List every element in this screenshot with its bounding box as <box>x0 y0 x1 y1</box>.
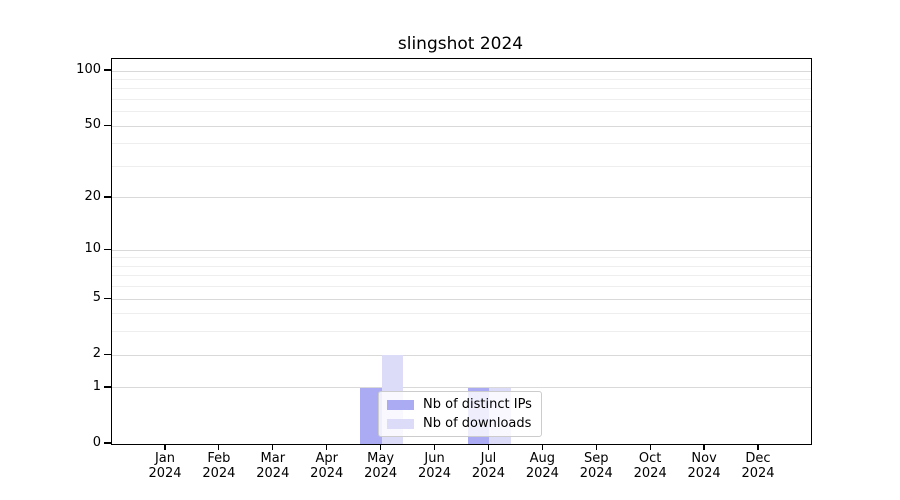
x-tick-year: 2024 <box>256 466 290 481</box>
x-tick <box>703 444 705 450</box>
x-tick-year: 2024 <box>579 466 613 481</box>
x-tick-year: 2024 <box>364 466 398 481</box>
y-tick <box>104 196 111 198</box>
x-tick-month: Sep <box>584 451 609 466</box>
y-tick-label: 2 <box>92 346 101 362</box>
minor-gridline <box>112 286 811 288</box>
x-tick-month: Feb <box>207 451 231 466</box>
x-tick-label: May 2024 <box>353 451 409 481</box>
x-tick <box>649 444 651 450</box>
chart-title: slingshot 2024 <box>397 34 524 54</box>
x-tick-label: Jul 2024 <box>460 451 516 481</box>
x-tick-year: 2024 <box>471 466 505 481</box>
minor-gridline <box>112 257 811 259</box>
x-tick <box>595 444 597 450</box>
x-tick <box>757 444 759 450</box>
major-gridline <box>112 354 811 356</box>
x-tick-label: Feb 2024 <box>191 451 247 481</box>
minor-gridline <box>112 313 811 315</box>
x-tick <box>164 444 166 450</box>
x-tick-month: Apr <box>315 451 338 466</box>
y-tick <box>104 124 111 126</box>
minor-gridline <box>112 111 811 113</box>
minor-gridline <box>112 143 811 145</box>
minor-gridline <box>112 165 811 167</box>
y-tick <box>104 297 111 299</box>
x-tick-month: May <box>367 451 395 466</box>
x-tick-year: 2024 <box>417 466 452 481</box>
y-tick-label: 5 <box>92 290 101 306</box>
legend-label-distinct-ips: Nb of distinct IPs <box>423 397 532 412</box>
x-tick-month: Mar <box>260 451 286 466</box>
x-tick-year: 2024 <box>310 466 344 481</box>
x-tick <box>326 444 328 450</box>
minor-gridline <box>112 275 811 277</box>
x-tick-year: 2024 <box>633 466 667 481</box>
x-tick-month: Aug <box>529 451 556 466</box>
x-tick <box>541 444 543 450</box>
x-tick-month: Nov <box>691 451 717 466</box>
y-tick-label: 50 <box>84 117 101 133</box>
y-tick-label: 100 <box>76 62 101 77</box>
major-gridline <box>112 70 811 72</box>
minor-gridline <box>112 88 811 90</box>
x-tick-year: 2024 <box>202 466 236 481</box>
y-tick <box>104 353 111 355</box>
x-tick-year: 2024 <box>148 466 182 481</box>
x-tick-year: 2024 <box>741 466 775 481</box>
x-tick-month: Jan <box>154 451 176 466</box>
x-tick-label: Oct 2024 <box>622 451 678 481</box>
y-tick <box>104 69 111 71</box>
y-tick-label: 1 <box>92 378 101 394</box>
x-tick-month: Oct <box>638 451 662 466</box>
minor-gridline <box>112 265 811 267</box>
x-tick-year: 2024 <box>687 466 721 481</box>
minor-gridline <box>112 78 811 80</box>
x-tick <box>218 444 220 450</box>
plot-area <box>111 58 812 445</box>
minor-gridline <box>112 331 811 333</box>
x-tick-label: Nov 2024 <box>676 451 732 481</box>
minor-gridline <box>112 98 811 100</box>
bar-may-ips <box>360 387 382 444</box>
legend-row-downloads: Nb of downloads <box>387 415 532 432</box>
x-tick <box>272 444 274 450</box>
legend-swatch-downloads <box>387 418 414 429</box>
x-tick-label: Jun 2024 <box>407 451 463 481</box>
legend-row-distinct-ips: Nb of distinct IPs <box>387 396 532 413</box>
legend-swatch-distinct-ips <box>387 399 414 410</box>
x-tick <box>380 444 382 450</box>
x-tick-month: Jun <box>424 451 445 466</box>
x-tick-month: Dec <box>745 451 771 466</box>
y-tick <box>104 386 111 388</box>
legend: Nb of distinct IPs Nb of downloads <box>378 391 542 437</box>
x-tick <box>433 444 436 450</box>
x-tick-month: Jul <box>480 451 497 466</box>
x-tick-label: Mar 2024 <box>245 451 301 481</box>
major-gridline <box>112 249 811 251</box>
y-tick <box>104 248 111 250</box>
major-gridline <box>112 387 811 389</box>
major-gridline <box>112 298 811 300</box>
y-tick <box>104 442 111 444</box>
major-gridline <box>112 125 811 127</box>
x-tick-label: Aug 2024 <box>514 451 570 481</box>
y-tick-label: 20 <box>84 188 101 204</box>
x-tick-year: 2024 <box>525 466 559 481</box>
x-tick <box>487 444 490 450</box>
x-tick-label: Sep 2024 <box>568 451 624 481</box>
x-tick-label: Jan 2024 <box>137 451 193 481</box>
x-tick-label: Apr 2024 <box>299 451 355 481</box>
major-gridline <box>112 197 811 199</box>
legend-label-downloads: Nb of downloads <box>423 416 532 431</box>
x-tick-label: Dec 2024 <box>730 451 786 481</box>
y-tick-label: 10 <box>84 241 101 257</box>
y-tick-label: 0 <box>92 435 101 450</box>
